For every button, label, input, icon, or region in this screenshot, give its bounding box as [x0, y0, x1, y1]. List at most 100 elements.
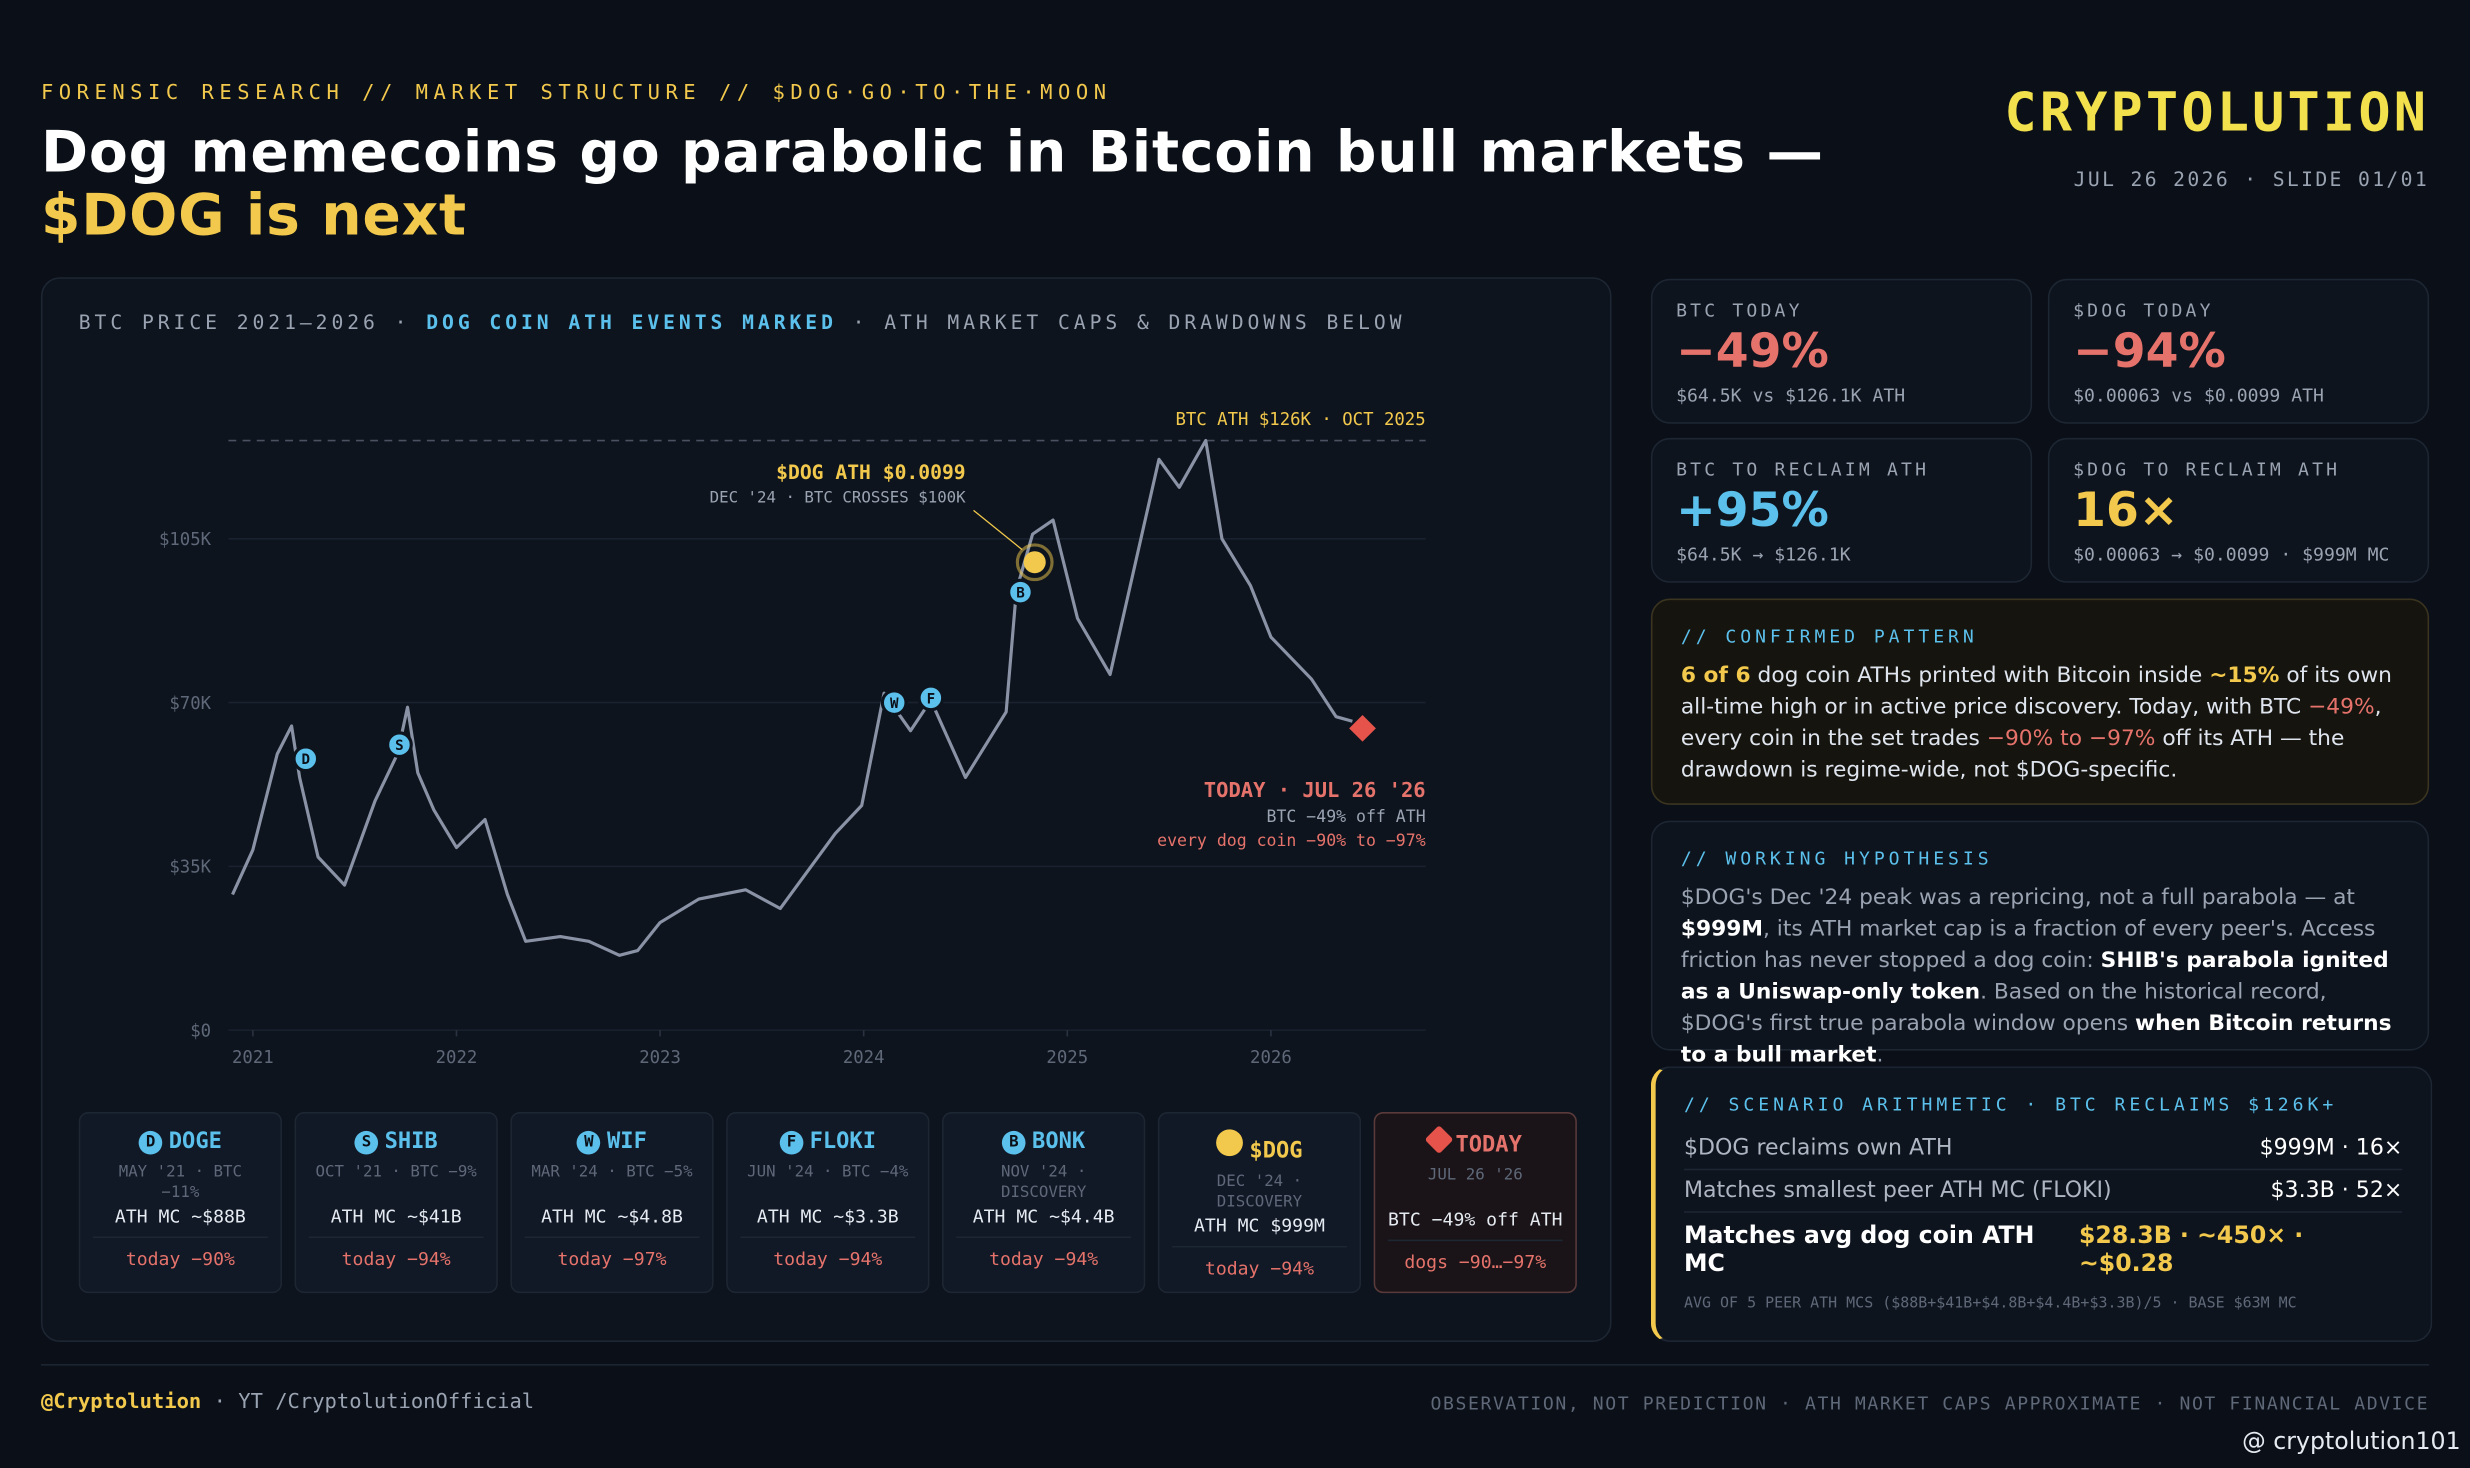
stat-label: BTC TO RECLAIM ATH	[1676, 458, 1930, 481]
chart: $0 $35K $70K $105K 2021 2022 2023 2024 2025 2026 B…	[159, 410, 1426, 1068]
card-ath: BTC −49% off ATH	[1387, 1208, 1563, 1242]
stat-label: $DOG TO RECLAIM ATH	[2073, 458, 2341, 481]
stat-card: $DOG TODAY −94% $0.00063 vs $0.0099 ATH	[2047, 278, 2430, 424]
yt: · YT /CryptolutionOfficial	[213, 1390, 535, 1415]
x-tick-label: 2021	[232, 1048, 274, 1068]
card-date: OCT '21 · BTC −9%	[315, 1163, 477, 1182]
event-letter: W	[890, 696, 899, 712]
title-highlight: $DOG is next	[40, 184, 467, 249]
stat-sub: $0.00063 vs $0.0099 ATH	[2073, 384, 2324, 407]
ath-label: BTC ATH $126K · OCT 2025	[1175, 410, 1425, 430]
card-title: SHIB	[384, 1129, 438, 1155]
card-ath: ATH MC ~$3.3B	[740, 1205, 916, 1239]
stat-label: $DOG TODAY	[2073, 299, 2214, 322]
scenario-note: AVG OF 5 PEER ATH MCS ($88B+$41B+$4.8B+$…	[1683, 1294, 2297, 1313]
row-label: Matches smallest peer ATH MC (FLOKI)	[1683, 1178, 2112, 1204]
disclaimer: OBSERVATION, NOT PREDICTION · ATH MARKET…	[1430, 1392, 2430, 1415]
handle: @Cryptolution	[40, 1390, 202, 1415]
card-date: MAR '24 · BTC −5%	[531, 1163, 693, 1182]
box-text: 6 of 6 dog coin ATHs printed with Bitcoi…	[1681, 660, 2399, 786]
today-marker	[1349, 714, 1376, 742]
box-text: $DOG's Dec '24 peak was a repricing, not…	[1681, 882, 2399, 1071]
watermark: @ cryptolution101	[2242, 1427, 2461, 1456]
card-date: JUL 26 '26	[1427, 1167, 1523, 1185]
card-ath: ATH MC ~$41B	[308, 1205, 484, 1239]
event-marker	[386, 731, 413, 759]
card-today: today −97%	[557, 1247, 667, 1270]
x-tick-label: 2022	[436, 1048, 478, 1068]
scenario-box: // SCENARIO ARITHMETIC · BTC RECLAIMS $1…	[1650, 1066, 2433, 1342]
t: , its ATH market cap is a fraction of ev…	[1680, 916, 2376, 974]
card-icon: F	[779, 1130, 804, 1155]
dog-note: DEC '24 · BTC CROSSES $100K	[710, 487, 967, 506]
event-marker	[292, 745, 320, 773]
card-title: TODAY	[1455, 1132, 1522, 1158]
t: .	[1876, 1042, 1884, 1068]
row-value: $999M · 16×	[2259, 1135, 2403, 1161]
card-today: today −94%	[341, 1247, 451, 1270]
card-icon	[1424, 1125, 1454, 1155]
dog-halo	[1015, 543, 1054, 582]
x-tick-label: 2026	[1250, 1048, 1292, 1068]
card-name: TODAY	[1375, 1125, 1575, 1158]
x-tick-label: 2023	[639, 1048, 681, 1068]
stat-card: BTC TODAY −49% $64.5K vs $126.1K ATH	[1650, 278, 2033, 424]
stat-card: BTC TO RECLAIM ATH +95% $64.5K → $126.1K	[1650, 437, 2033, 583]
card-title: $DOG	[1249, 1138, 1303, 1164]
card-today: today −94%	[1204, 1256, 1314, 1279]
asset-card: D DOGE MAY '21 · BTC −11% ATH MC ~$88B today…	[78, 1112, 282, 1294]
t: $999M	[1680, 916, 1763, 942]
chart-subtitle: BTC PRICE 2021–2026 · DOG COIN ATH EVENT…	[79, 310, 1406, 334]
card-name: F FLOKI	[728, 1129, 928, 1155]
card-name: B BONK	[944, 1129, 1144, 1155]
asset-card: TODAY JUL 26 '26 BTC −49% off ATH dogs −90……	[1373, 1112, 1577, 1294]
event-letter: S	[395, 738, 404, 754]
subtitle-part: · ATH MARKET CAPS & DRAWDOWNS BELOW	[836, 310, 1406, 334]
t: dog coin ATHs printed with Bitcoin insid…	[1750, 663, 2210, 689]
t: −90% to −97%	[1986, 726, 2156, 752]
stat-label: BTC TODAY	[1676, 299, 1803, 322]
event-marker	[880, 689, 908, 716]
price-line	[231, 438, 1353, 957]
card-title: DOGE	[168, 1129, 222, 1155]
card-icon: W	[577, 1130, 601, 1155]
card-today: today −94%	[989, 1247, 1099, 1270]
today-title: TODAY · JUL 26 '26	[1204, 778, 1426, 802]
stat-sub: $64.5K vs $126.1K ATH	[1676, 384, 1906, 407]
subtitle-part: DOG COIN ATH EVENTS MARKED	[426, 310, 837, 334]
card-date: MAY '21 · BTC −11%	[118, 1163, 243, 1202]
card-date: JUN '24 · BTC −4%	[747, 1163, 909, 1182]
t: SHIB's parabola ignited as a Uniswap-onl…	[1680, 948, 2389, 1005]
event-letter: F	[927, 691, 936, 707]
t: 6 of 6	[1680, 663, 1751, 689]
divider	[40, 1364, 2430, 1366]
card-title: BONK	[1032, 1129, 1086, 1155]
stat-sub: $64.5K → $126.1K	[1676, 543, 1851, 566]
today-note: every dog coin −90% to −97%	[1157, 831, 1426, 850]
t: of its own all-time high or in active pr…	[1680, 663, 2392, 720]
brand: CRYPTOLUTION	[2004, 81, 2430, 145]
event-letter: D	[302, 752, 311, 768]
t: −49%	[2308, 694, 2375, 720]
stat-value: +95%	[1676, 483, 1829, 539]
card-name: D DOGE	[80, 1129, 280, 1155]
footer-left: @Cryptolution · YT /CryptolutionOfficial	[41, 1391, 534, 1415]
t: off its ATH — the drawdown is regime-wid…	[1680, 726, 2345, 783]
t: $DOG's Dec '24 peak was a repricing, not…	[1680, 885, 2355, 911]
card-today: today −90%	[125, 1247, 235, 1270]
y-tick-label: $105K	[159, 530, 212, 550]
today-note: BTC −49% off ATH	[1267, 807, 1426, 826]
card-icon: D	[138, 1130, 163, 1155]
t: , every coin in the set trades	[1680, 694, 2382, 752]
event-marker	[1007, 578, 1034, 606]
card-ath: ATH MC ~$4.4B	[956, 1205, 1132, 1239]
scenario-row: $DOG reclaims own ATH $999M · 16×	[1683, 1128, 2403, 1171]
callout	[973, 509, 1023, 551]
asset-card: B BONK NOV '24 · DISCOVERY ATH MC ~$4.4B tod…	[942, 1112, 1146, 1294]
card-name: W WIF	[512, 1129, 712, 1155]
box-heading: // WORKING HYPOTHESIS	[1680, 847, 1993, 870]
box-heading: // SCENARIO ARITHMETIC · BTC RECLAIMS $1…	[1683, 1093, 2338, 1116]
row-label: $DOG reclaims own ATH	[1683, 1135, 1953, 1161]
row-value: $3.3B · 52×	[2270, 1178, 2403, 1204]
